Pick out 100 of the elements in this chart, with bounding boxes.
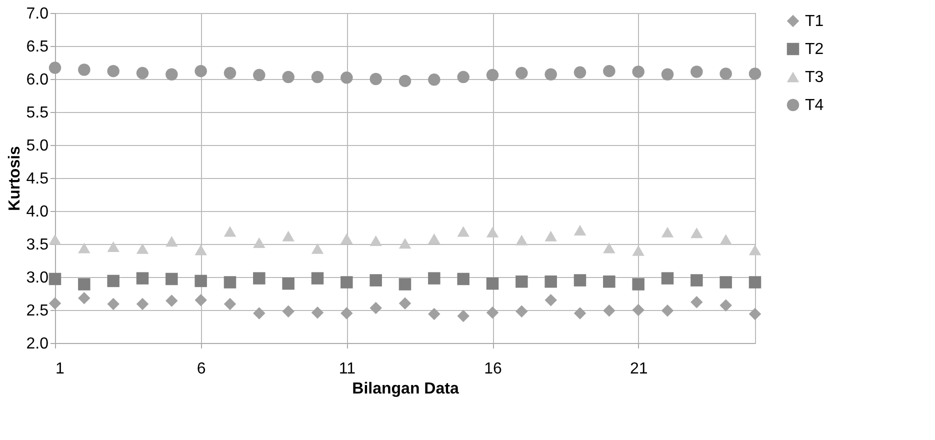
- point: [690, 296, 703, 308]
- legend-label: T1: [805, 13, 824, 30]
- point: [194, 244, 207, 256]
- point: [690, 66, 703, 78]
- point: [661, 304, 674, 317]
- legend-label: T3: [805, 69, 824, 86]
- point: [457, 310, 470, 322]
- point: [136, 243, 149, 254]
- point: [457, 226, 470, 237]
- point: [107, 298, 120, 310]
- point: [690, 227, 703, 238]
- point: [194, 294, 207, 306]
- point: [574, 66, 586, 79]
- point: [340, 276, 353, 288]
- point: [603, 64, 616, 78]
- point: [78, 292, 90, 304]
- point: [282, 230, 294, 242]
- point: [224, 298, 236, 310]
- point: [632, 66, 644, 78]
- point: [486, 68, 499, 82]
- point: [428, 272, 440, 284]
- x-tick-label: 11: [338, 360, 356, 378]
- point: [136, 66, 149, 80]
- y-tick-label: 7.0: [26, 6, 49, 22]
- point: [690, 274, 703, 286]
- point: [457, 70, 470, 84]
- point: [748, 68, 762, 80]
- point: [398, 297, 412, 310]
- point: [340, 72, 353, 84]
- point: [720, 68, 732, 80]
- point: [661, 68, 674, 80]
- y-tick-label: 2.5: [26, 302, 49, 320]
- point: [603, 304, 616, 317]
- point: [632, 278, 644, 290]
- point: [166, 272, 178, 286]
- point: [574, 307, 586, 320]
- y-axis-title: Kurtosis: [6, 146, 24, 211]
- x-tick-label: 21: [630, 360, 648, 378]
- point: [282, 305, 294, 318]
- point: [544, 275, 557, 288]
- x-tick-label: 16: [484, 360, 502, 378]
- point: [398, 74, 412, 88]
- point: [516, 275, 528, 288]
- point: [311, 243, 324, 254]
- point: [194, 274, 207, 288]
- point: [516, 66, 528, 80]
- point: [486, 306, 499, 319]
- point: [136, 298, 149, 310]
- point: [311, 272, 324, 284]
- y-tick-label: 3.5: [26, 236, 49, 254]
- point: [107, 274, 120, 288]
- point: [78, 242, 90, 254]
- point: [48, 62, 62, 74]
- point: [166, 236, 178, 247]
- point: [748, 308, 762, 320]
- point: [224, 276, 236, 288]
- point: [340, 307, 353, 320]
- x-tick-label: 1: [56, 360, 64, 378]
- point: [516, 234, 528, 246]
- point: [311, 70, 324, 84]
- point: [370, 302, 382, 314]
- point: [516, 305, 528, 318]
- point: [166, 68, 178, 80]
- point: [428, 74, 440, 86]
- point: [311, 306, 324, 319]
- point: [282, 277, 294, 290]
- y-tick-label: 4.0: [26, 204, 49, 220]
- point: [661, 226, 674, 238]
- point: [603, 242, 616, 254]
- point: [544, 294, 557, 306]
- point: [370, 274, 382, 286]
- y-tick-label: 5.5: [26, 104, 49, 122]
- point: [48, 234, 62, 245]
- point: [370, 72, 382, 86]
- point: [632, 245, 644, 256]
- point: [428, 233, 440, 244]
- point: [48, 297, 62, 310]
- point: [486, 226, 499, 238]
- point: [107, 241, 120, 252]
- point: [194, 64, 207, 78]
- point: [340, 233, 353, 244]
- point: [486, 277, 499, 290]
- y-tick-label: 3.0: [26, 270, 49, 286]
- point: [720, 234, 732, 245]
- point: [398, 238, 412, 249]
- y-tick-label: 4.5: [26, 170, 49, 188]
- point: [48, 272, 62, 286]
- point: [720, 299, 732, 312]
- y-tick-label: 5.0: [26, 138, 49, 154]
- point: [544, 230, 557, 242]
- point: [224, 66, 236, 80]
- point: [253, 307, 266, 320]
- legend-label: T2: [805, 41, 824, 58]
- point: [224, 226, 236, 237]
- point: [166, 294, 178, 307]
- point: [370, 235, 382, 246]
- point: [282, 70, 294, 84]
- y-tick-label: 6.5: [26, 38, 49, 56]
- point: [603, 275, 616, 288]
- point: [544, 68, 557, 80]
